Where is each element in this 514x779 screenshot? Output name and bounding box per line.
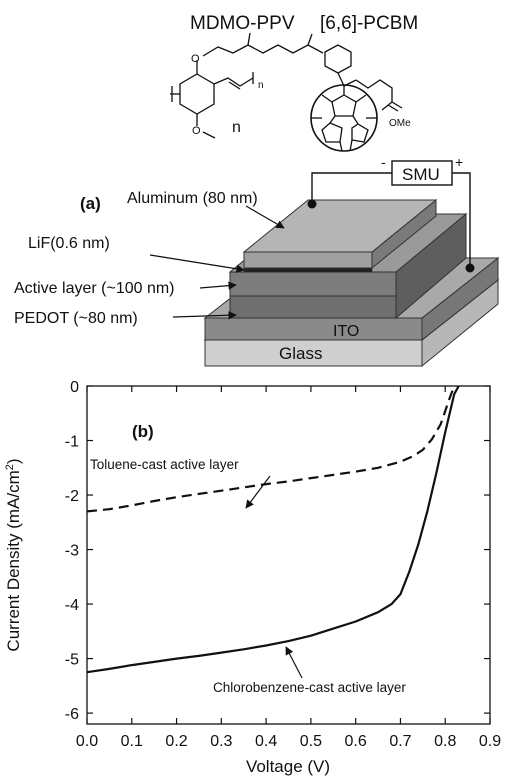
contact-aluminum [307,199,317,209]
pcbm-structure [310,44,403,152]
label-active-layer: Active layer (~100 nm) [14,280,175,297]
smu-label: SMU [402,165,440,184]
pcbm-ome-label: OMe [389,118,411,129]
legend-toluene: Toluene-cast active layer [90,457,239,472]
x-tick-label: 0.1 [121,733,143,750]
smu-plus: + [455,154,463,170]
x-tick-label: 0.8 [434,733,456,750]
y-axis-label-close: ) [4,458,23,464]
label-lif: LiF(0.6 nm) [28,235,110,252]
x-tick-label: 0.5 [300,733,322,750]
wire-positive [452,172,471,268]
mdmo-ppv-subscript-n: n [258,80,264,91]
y-tick-label: -6 [65,706,79,723]
mdmo-ppv-repeat-n: n [232,119,241,136]
pcbm-label: [6,6]-PCBM [320,13,418,34]
y-tick-label: -5 [65,652,79,669]
y-tick-label: -2 [65,488,79,505]
x-axis-label: Voltage (V) [246,757,330,776]
panel-label-a: (a) [80,194,101,213]
x-tick-label: 0.3 [210,733,232,750]
legend-chlorobenzene: Chlorobenzene-cast active layer [213,680,406,695]
series-layer [86,385,460,674]
series-line-chlorobenzene [86,385,460,674]
lif-layer [243,267,373,273]
svg-text:O: O [192,125,201,137]
svg-text:O: O [191,53,200,65]
ito-layer [204,317,423,341]
label-pedot: PEDOT (~80 nm) [14,310,138,327]
panel-label-b: (b) [132,422,154,441]
y-axis-label-sup: 2 [4,464,16,470]
x-tick-label: 0.2 [165,733,187,750]
label-glass: Glass [279,344,322,363]
plot-frame [86,385,491,725]
mdmo-ppv-label: MDMO-PPV [190,13,295,34]
y-tick-label: -1 [65,434,79,451]
contact-ito [465,263,475,273]
arrow-chlorobenzene [285,646,303,679]
y-tick-label: -4 [65,597,79,614]
x-tick-label: 0.0 [76,733,98,750]
label-ito: ITO [333,323,359,340]
y-axis-label-main: Current Density (mA/cm [4,470,23,651]
y-axis-ticks: 0 -1 -2 -3 -4 -5 -6 [65,379,490,723]
y-axis-label: Current Density (mA/cm2) [4,458,23,651]
x-axis-ticks: 0.0 0.1 0.2 0.3 0.4 0.5 0.6 0.7 0.8 0.9 [76,386,501,750]
chemical-structures: MDMO-PPV [6,6]-PCBM O O n n [170,13,418,152]
series-line-toluene [86,385,456,513]
x-tick-label: 0.9 [479,733,501,750]
x-tick-label: 0.7 [389,733,411,750]
mdmo-ppv-structure: O O [170,32,324,139]
aluminum-layer [243,251,373,269]
active-layer [229,271,397,297]
x-tick-label: 0.4 [255,733,277,750]
y-tick-label: 0 [70,379,79,396]
arrow-toluene [245,475,271,509]
y-tick-label: -3 [65,543,79,560]
jv-chart: 0.0 0.1 0.2 0.3 0.4 0.5 0.6 0.7 0.8 0.9 0 -1 -2 -3 -4… [4,379,501,776]
label-aluminum: Aluminum (80 nm) [127,190,258,207]
x-tick-label: 0.6 [345,733,367,750]
smu-minus: - [381,154,386,170]
pedot-layer [229,295,397,319]
device-schematic: SMU - + (a) Aluminum (80 nm) LiF(0.6 nm)… [14,154,500,368]
wire-negative [311,172,392,204]
